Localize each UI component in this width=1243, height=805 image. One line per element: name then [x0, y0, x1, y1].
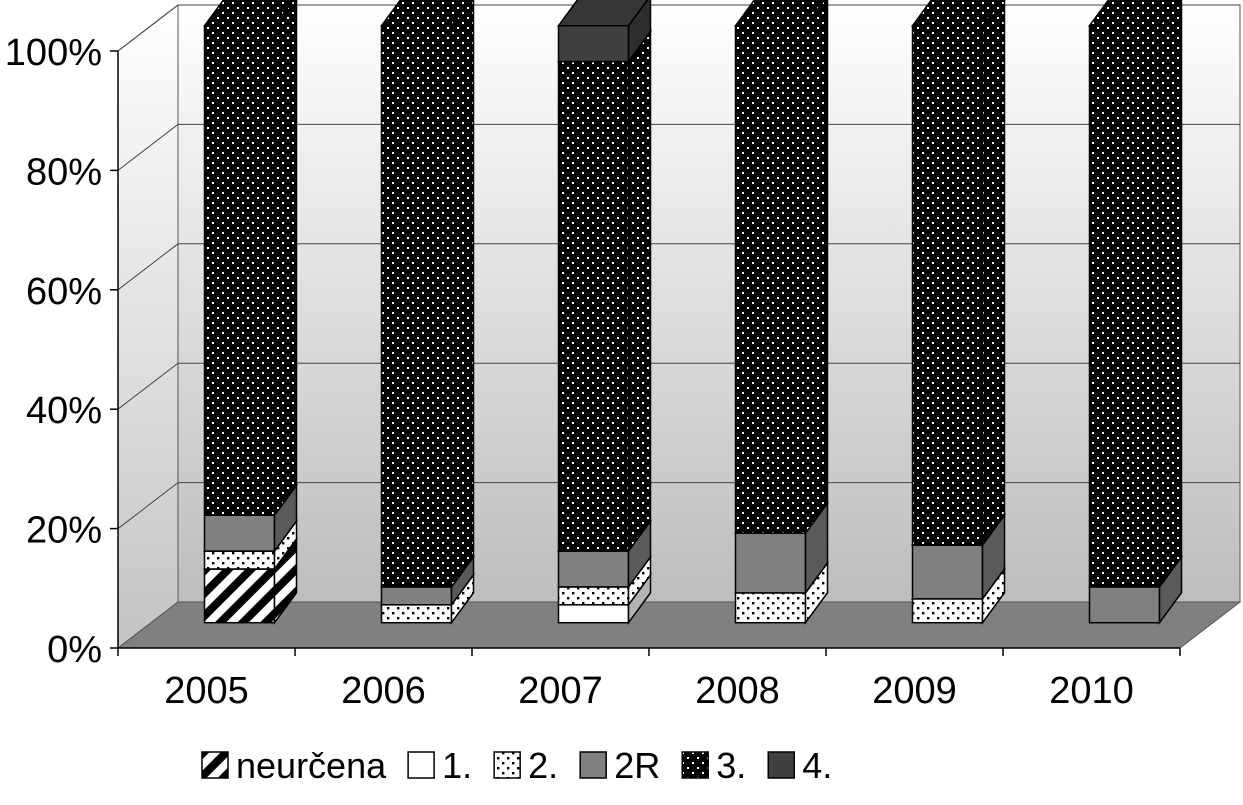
bar-front: [380, 586, 453, 606]
legend-label: 2.: [528, 745, 558, 786]
bar-front: [557, 60, 630, 552]
bar-side: [627, 29, 652, 554]
bar-front: [911, 24, 984, 546]
legend-label: 2R: [614, 745, 660, 786]
bar-segment: [557, 29, 652, 554]
legend-swatch: [201, 751, 229, 779]
bar-front: [734, 532, 807, 594]
bar-front: [203, 24, 276, 516]
y-tick-label: 0%: [47, 629, 102, 671]
bar-front: [557, 24, 630, 63]
bar-front: [203, 550, 276, 570]
back-wall: [177, 4, 1241, 603]
legend: neurčena 1. 2. 2R 3. 4.: [201, 745, 832, 786]
y-tick-label: 20%: [26, 510, 102, 552]
axes-group: 0% 20% 40% 60% 80% 100% 2005 2006 2007 2008 2009 20…: [5, 32, 1181, 712]
legend-label: 3.: [716, 745, 746, 786]
legend-label: 4.: [802, 745, 832, 786]
legend-swatch: [493, 751, 521, 779]
x-tick-label: 2008: [695, 670, 780, 712]
gridline: [117, 4, 1240, 52]
bar-segment: [734, 0, 829, 536]
y-tick-label: 60%: [26, 271, 102, 313]
bar-front: [734, 592, 807, 624]
legend-item: 4.: [767, 745, 832, 786]
x-tick-label: 2005: [164, 670, 249, 712]
legend-label: 1.: [442, 745, 472, 786]
bar-side: [1158, 0, 1183, 590]
bar-front: [380, 604, 453, 624]
floor: [116, 601, 1242, 649]
bar-top: [380, 0, 472, 27]
gridline: [117, 362, 1240, 410]
legend-item: neurčena: [201, 745, 387, 786]
bar-segment: [1088, 0, 1183, 590]
bar-segment: [557, 0, 652, 64]
bar-front: [734, 24, 807, 534]
bar-side: [981, 0, 1006, 548]
bar-side: [450, 0, 475, 590]
bar-front: [557, 586, 630, 606]
x-tick-label: 2010: [1049, 670, 1134, 712]
legend-swatch: [767, 751, 795, 779]
bar-top: [911, 0, 1003, 27]
bar-top: [734, 0, 826, 27]
bar-front: [557, 604, 630, 624]
side-wall: [117, 3, 179, 650]
bar-front: [380, 24, 453, 588]
bar-side: [273, 0, 298, 518]
gridline: [117, 123, 1240, 171]
bar-front: [1088, 586, 1161, 624]
y-tick-label: 40%: [26, 390, 102, 432]
bars-group: [203, 0, 1183, 625]
bar-front: [203, 568, 276, 624]
legend-label: neurčena: [236, 745, 387, 786]
gridline: [117, 243, 1240, 291]
legend-item: 3.: [681, 745, 746, 786]
x-tick-label: 2009: [872, 670, 957, 712]
legend-swatch: [579, 751, 607, 779]
legend-swatch: [407, 751, 435, 779]
x-tick-label: 2006: [341, 670, 426, 712]
y-tick-label: 100%: [5, 32, 102, 74]
bar-segment: [380, 0, 475, 590]
bar-front: [1088, 24, 1161, 588]
legend-item: 2R: [579, 745, 660, 786]
x-tick-label: 2007: [518, 670, 603, 712]
bar-top: [557, 0, 649, 27]
legend-item: 2.: [493, 745, 558, 786]
bar-segment: [203, 0, 298, 518]
bar-top: [1088, 0, 1180, 27]
bar-front: [911, 544, 984, 600]
bar-front: [557, 550, 630, 588]
bar-front: [911, 598, 984, 624]
bar-side: [627, 0, 652, 64]
chart-walls: [116, 3, 1242, 650]
y-tick-label: 80%: [26, 151, 102, 193]
gridline: [117, 482, 1240, 529]
bar-front: [203, 514, 276, 552]
legend-swatch: [681, 751, 709, 779]
bar-top: [203, 0, 295, 27]
bar-side: [804, 0, 829, 536]
legend-item: 1.: [407, 745, 472, 786]
bar-segment: [911, 0, 1006, 548]
